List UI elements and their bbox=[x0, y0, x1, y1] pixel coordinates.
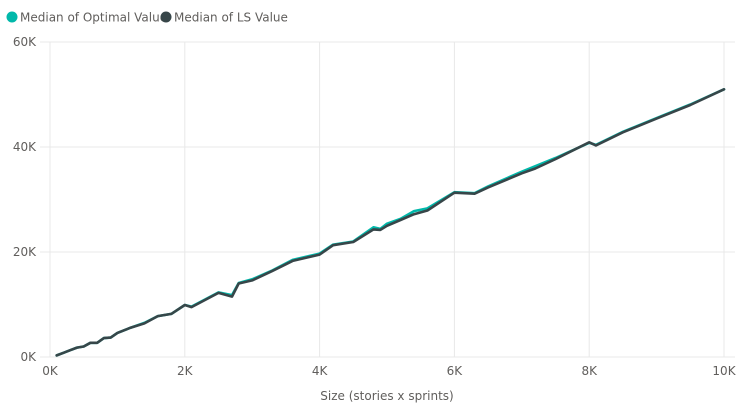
gridlines bbox=[40, 41, 735, 358]
y-tick-label: 0K bbox=[20, 350, 37, 364]
legend-marker-optimal-icon bbox=[6, 11, 18, 23]
legend-marker-ls-icon bbox=[160, 11, 172, 23]
y-tick-label: 40K bbox=[13, 140, 37, 154]
x-tick-label: 6K bbox=[447, 364, 464, 378]
series-lines[interactable] bbox=[55, 88, 726, 357]
x-tick-label: 2K bbox=[177, 364, 194, 378]
series-line-ls-value[interactable] bbox=[55, 88, 726, 357]
x-tick-label: 0K bbox=[42, 364, 59, 378]
y-tick-label: 60K bbox=[13, 35, 37, 49]
y-axis: 0K 20K 40K 60K bbox=[13, 35, 37, 364]
x-tick-label: 8K bbox=[581, 364, 598, 378]
legend-label-optimal: Median of Optimal Value bbox=[20, 11, 167, 25]
x-axis-title: Size (stories x sprints) bbox=[320, 389, 453, 403]
legend-label-ls: Median of LS Value bbox=[174, 11, 288, 25]
x-axis: 0K 2K 4K 6K 8K 10K bbox=[42, 364, 736, 378]
legend-item-ls[interactable]: Median of LS Value bbox=[160, 11, 288, 25]
y-tick-label: 20K bbox=[13, 245, 37, 259]
legend-item-optimal[interactable]: Median of Optimal Value bbox=[6, 11, 168, 25]
legend[interactable]: Median of Optimal Value Median of LS Val… bbox=[6, 11, 288, 25]
x-tick-label: 10K bbox=[712, 364, 736, 378]
x-tick-label: 4K bbox=[312, 364, 329, 378]
